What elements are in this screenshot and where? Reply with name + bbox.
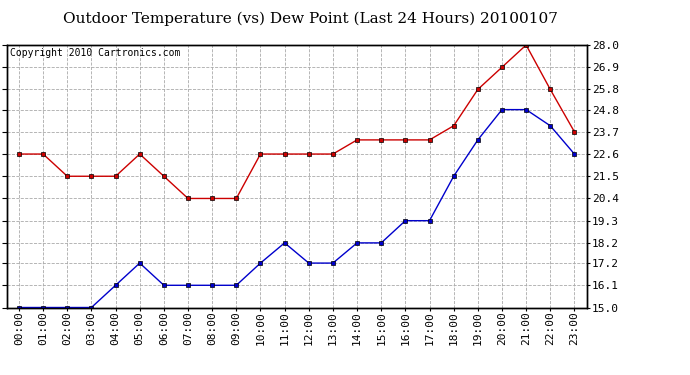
Text: Outdoor Temperature (vs) Dew Point (Last 24 Hours) 20100107: Outdoor Temperature (vs) Dew Point (Last… [63,11,558,26]
Text: Copyright 2010 Cartronics.com: Copyright 2010 Cartronics.com [10,48,180,58]
